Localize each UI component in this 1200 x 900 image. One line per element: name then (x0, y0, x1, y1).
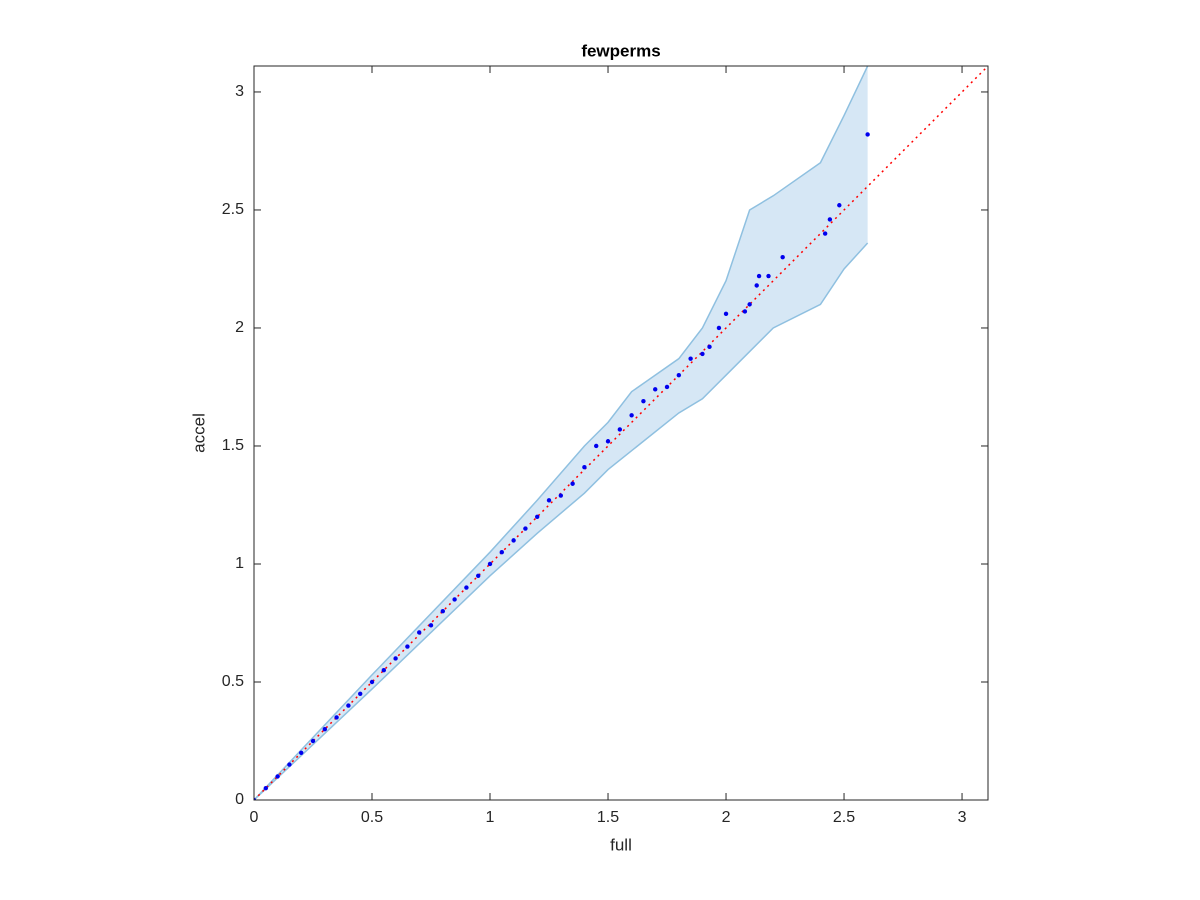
y-tick-label: 1.5 (222, 437, 244, 454)
point (381, 667, 387, 673)
point (254, 797, 257, 800)
point (582, 465, 587, 470)
point (676, 372, 682, 378)
y-tick-label: 2 (235, 319, 244, 336)
y-tick-label: 0.5 (222, 673, 244, 690)
point (405, 644, 410, 649)
y-tick-label: 2.5 (222, 201, 244, 218)
point (822, 231, 828, 236)
point (346, 703, 351, 708)
point (511, 538, 516, 543)
x-tick-label: 1 (486, 809, 495, 826)
point (428, 623, 434, 628)
band-upper (254, 66, 869, 800)
point (653, 387, 658, 392)
point (558, 493, 564, 498)
point (393, 656, 398, 661)
point (865, 132, 870, 137)
y-tick-label: 1 (235, 555, 244, 572)
point (716, 325, 722, 331)
band-lower (254, 242, 869, 800)
point (287, 762, 292, 767)
x-tick-label: 2.5 (833, 809, 855, 826)
point (707, 344, 712, 350)
confidence-band (254, 66, 868, 800)
point (688, 356, 693, 361)
point (417, 630, 422, 635)
x-axis-label: full (610, 835, 632, 854)
point (700, 351, 705, 357)
x-tick-label: 3 (958, 809, 967, 826)
y-tick-label: 0 (235, 791, 244, 808)
point (605, 439, 611, 444)
point (780, 254, 785, 260)
point (594, 443, 599, 449)
point (310, 738, 316, 744)
x-tick-label: 0 (250, 809, 259, 826)
point (358, 691, 363, 696)
point (629, 413, 634, 418)
point (263, 785, 269, 791)
point (754, 283, 759, 288)
point (756, 273, 762, 279)
point (334, 715, 339, 720)
point (499, 549, 505, 555)
x-tick-label: 2 (722, 809, 731, 826)
y-tick-label: 3 (235, 83, 244, 100)
point (617, 427, 623, 432)
x-tick-label: 1.5 (597, 809, 619, 826)
point (570, 481, 575, 486)
point (275, 774, 280, 779)
point (464, 585, 469, 590)
chart-title: fewperms (581, 41, 660, 60)
axes-box (253, 65, 989, 801)
point (546, 498, 552, 503)
point (664, 384, 670, 390)
point (747, 302, 752, 307)
point (299, 750, 304, 755)
point (440, 608, 446, 614)
point (742, 309, 748, 314)
point (523, 526, 528, 531)
point (827, 217, 833, 222)
plot-area (254, 66, 988, 800)
point (837, 203, 842, 208)
reference-line (254, 66, 988, 800)
point (641, 398, 646, 404)
y-axis-label: accel (189, 413, 208, 453)
point (369, 679, 375, 685)
x-tick-label: 0.5 (361, 809, 383, 826)
point (766, 273, 771, 279)
point (723, 311, 729, 317)
point (476, 573, 481, 578)
point (487, 561, 493, 567)
point (452, 597, 457, 602)
point (322, 726, 328, 732)
point (535, 514, 540, 519)
